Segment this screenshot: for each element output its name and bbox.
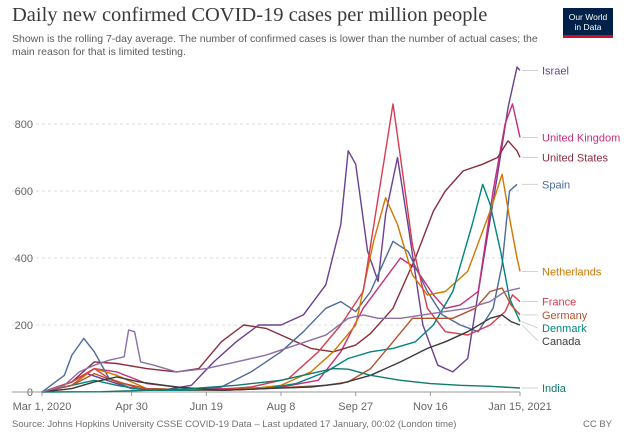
- series-label-france: France: [542, 297, 576, 309]
- x-tick-label: Sep 27: [338, 401, 373, 413]
- series-label-united-states: United States: [542, 153, 609, 165]
- owid-logo[interactable]: Our World in Data: [563, 8, 613, 38]
- series-label-israel: Israel: [542, 65, 569, 77]
- x-tick-label: Apr 30: [115, 401, 147, 413]
- connector-denmark: [521, 321, 539, 329]
- series-line-netherlands: [41, 173, 521, 393]
- y-tick-label: 0: [27, 387, 33, 399]
- chart-title: Daily new confirmed COVID-19 cases per m…: [12, 4, 488, 26]
- series-line-denmark: [41, 183, 521, 393]
- series-line-unlabeled: [41, 287, 521, 393]
- series-line-canada: [41, 314, 521, 393]
- series-label-united-kingdom: United Kingdom: [542, 132, 620, 144]
- series-label-netherlands: Netherlands: [542, 266, 602, 278]
- connector-canada: [521, 324, 539, 342]
- source-note: Source: Johns Hopkins University CSSE CO…: [12, 419, 457, 430]
- chart-subtitle: Shown is the rolling 7-day average. The …: [12, 33, 538, 58]
- y-tick-label: 600: [15, 186, 33, 198]
- logo-line-2: in Data: [574, 22, 602, 32]
- logo-line-1: Our World: [568, 12, 608, 22]
- y-tick-label: 800: [15, 119, 33, 131]
- x-tick-label: Jan 15, 2021: [488, 401, 552, 413]
- series-label-germany: Germany: [542, 310, 588, 322]
- series-line-germany: [41, 287, 521, 393]
- x-tick-label: Nov 16: [413, 401, 448, 413]
- series-line-united-states: [41, 140, 521, 393]
- series-label-spain: Spain: [542, 179, 570, 191]
- license-label[interactable]: CC BY: [582, 419, 612, 430]
- y-tick-label: 400: [15, 253, 33, 265]
- series-label-india: India: [542, 383, 567, 395]
- x-tick-label: Aug 8: [267, 401, 296, 413]
- series-line-spain: [41, 183, 518, 393]
- series-label-denmark: Denmark: [542, 323, 587, 335]
- y-tick-label: 200: [15, 320, 33, 332]
- series-line-united-kingdom: [41, 103, 521, 393]
- series-label-canada: Canada: [542, 336, 581, 348]
- series-line-israel: [41, 66, 521, 393]
- series-line-india: [41, 367, 521, 393]
- x-tick-label: Jun 19: [190, 401, 223, 413]
- x-tick-label: Mar 1, 2020: [13, 401, 72, 413]
- series-line-france: [41, 103, 521, 393]
